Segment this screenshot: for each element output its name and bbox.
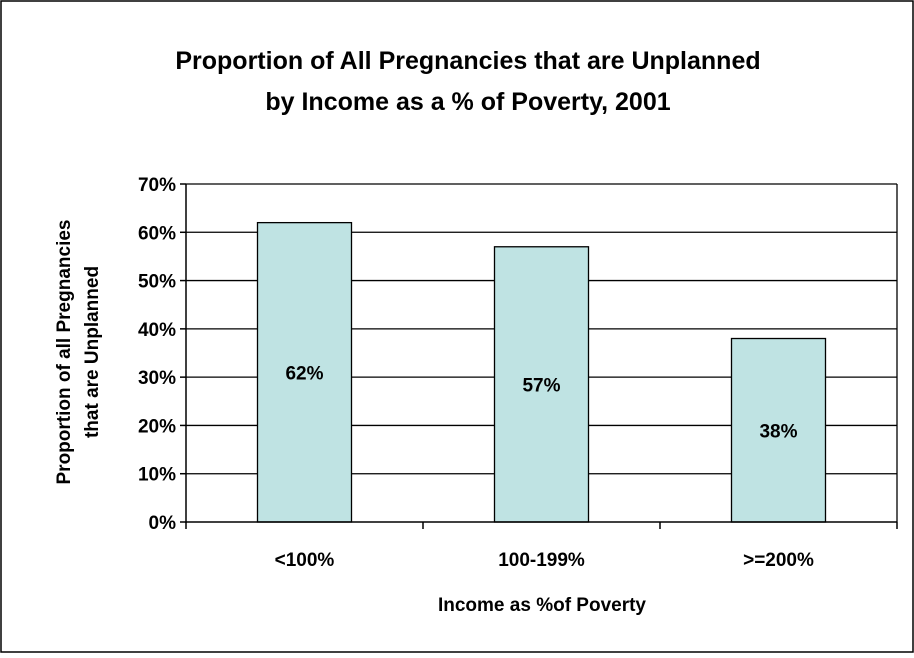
chart-title-line-2: by Income as a % of Poverty, 2001 (265, 88, 670, 116)
y-tick-label-0: 0% (149, 513, 177, 534)
y-axis-title-line-1: Proportion of all Pregnancies (54, 220, 75, 485)
y-tick-label-7: 70% (138, 175, 176, 196)
y-tick-label-6: 60% (138, 223, 176, 244)
y-tick-label-4: 40% (138, 320, 176, 341)
axes (180, 183, 898, 529)
data-label-1: 57% (522, 375, 560, 396)
bar-1 (493, 246, 590, 523)
chart-title-line-1: Proportion of All Pregnancies that are U… (175, 47, 760, 75)
y-axis-title-line-2: that are Unplanned (82, 266, 103, 438)
y-tick-label-3: 30% (138, 368, 176, 389)
bar-2 (730, 337, 827, 523)
x-tick-labels: <100% 100-199% >=200% (275, 550, 814, 571)
y-tick-label-5: 50% (138, 272, 176, 293)
data-label-0: 62% (285, 363, 323, 384)
x-tick-label-1: 100-199% (498, 550, 585, 571)
data-label-2: 38% (759, 421, 797, 442)
data-labels: 62% 57% 38% (285, 363, 797, 442)
x-axis-title: Income as %of Poverty (438, 595, 646, 616)
y-tick-label-2: 20% (138, 416, 176, 437)
x-tick-label-0: <100% (275, 550, 335, 571)
bar-0 (256, 221, 353, 523)
y-tick-labels: 0% 10% 20% 30% 40% 50% 60% 70% (138, 175, 176, 534)
y-tick-label-1: 10% (138, 465, 176, 486)
bars (256, 221, 827, 523)
x-tick-label-2: >=200% (743, 550, 814, 571)
